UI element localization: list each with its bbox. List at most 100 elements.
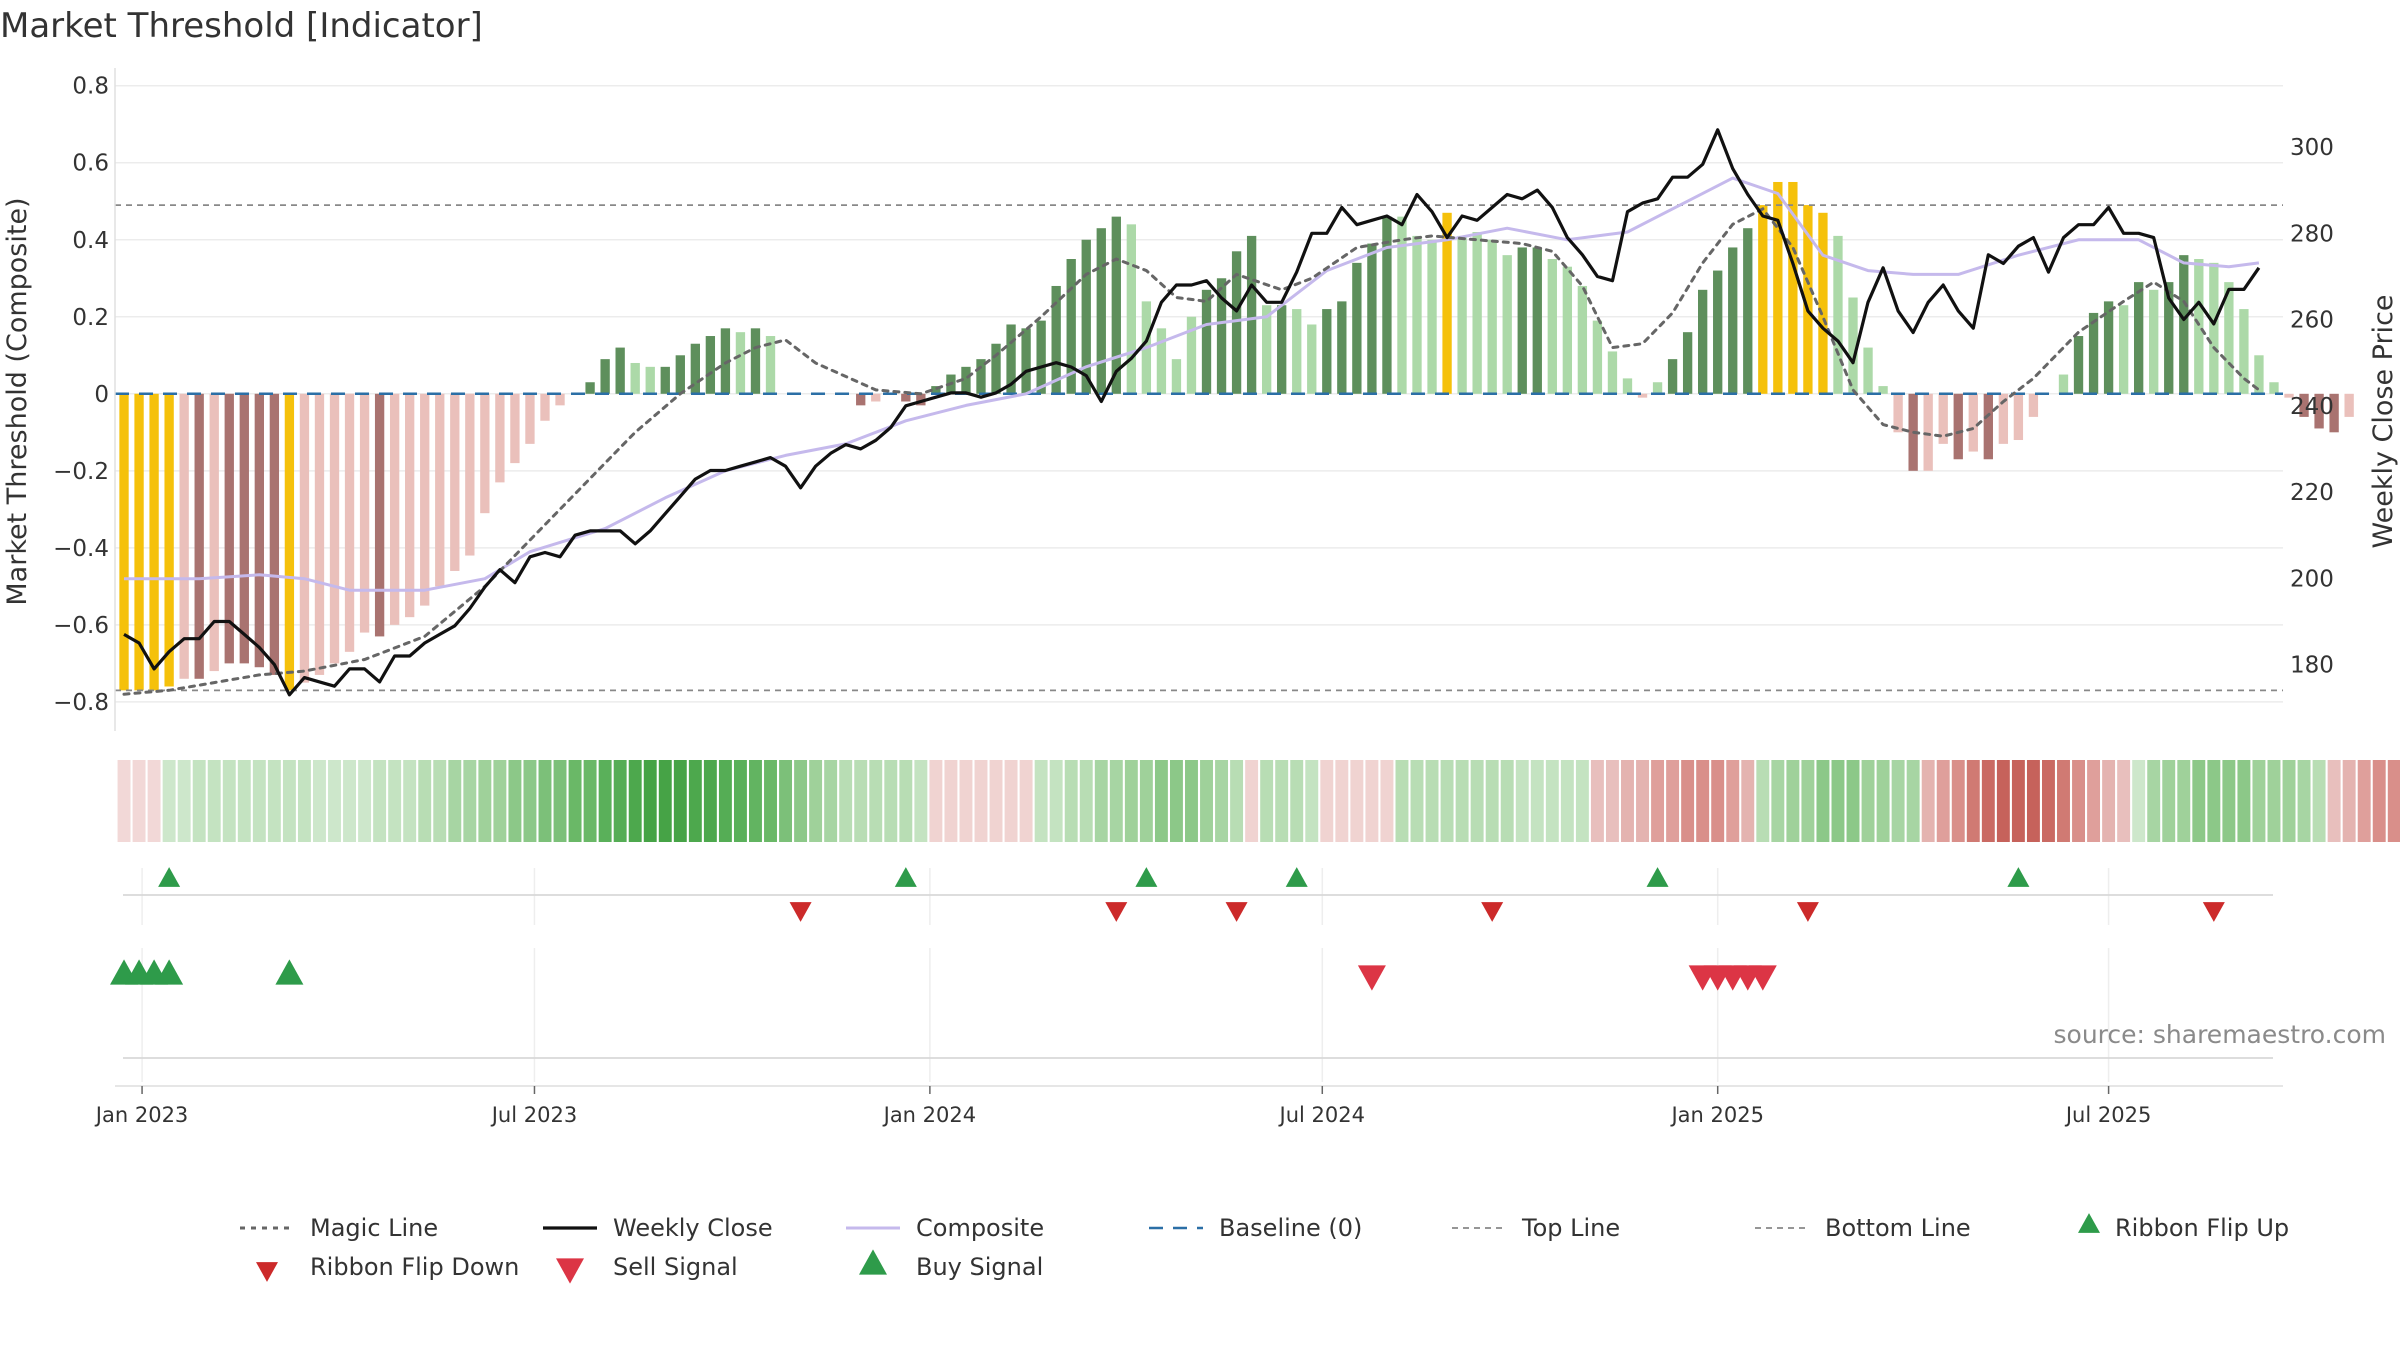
composite-bar [901, 393, 911, 402]
ribbon-cell [2072, 760, 2085, 842]
y-right-tick-label: 260 [2290, 308, 2334, 334]
legend: Magic Line Weekly Close Composite Baseline … [240, 1213, 2289, 1284]
ribbon-cell [373, 760, 387, 842]
composite-bar [1427, 239, 1437, 394]
composite-bar [1637, 393, 1648, 398]
ribbon-cell [1651, 760, 1665, 842]
legend-label: Bottom Line [1825, 1214, 1971, 1242]
composite-bar [615, 347, 625, 394]
ribbon-cell [252, 760, 266, 842]
composite-bar [1998, 393, 2009, 444]
ribbon-cell [177, 760, 191, 842]
ribbon-cell [1636, 760, 1649, 842]
composite-bar [1863, 347, 1873, 394]
composite-bar [224, 393, 234, 664]
composite-bar [1231, 251, 1242, 394]
composite-bar [435, 393, 445, 587]
sell-signal-marker [1748, 965, 1777, 991]
composite-bar [2118, 305, 2129, 394]
composite-bar [1442, 212, 1452, 394]
composite-bar [1246, 235, 1257, 394]
ribbon-cell [824, 760, 838, 842]
legend-swatch [556, 1258, 584, 1284]
composite-bar [179, 393, 189, 679]
y-left-tick-label: −0.6 [53, 613, 109, 639]
ribbon-cell [1455, 760, 1469, 842]
composite-bar [1788, 181, 1798, 394]
legend-label: Ribbon Flip Up [2115, 1214, 2289, 1242]
ribbon-cell [1981, 760, 1995, 842]
y-right-tick-label: 280 [2290, 221, 2334, 247]
composite-bar [344, 393, 355, 652]
composite-bar [1607, 351, 1618, 394]
composite-bar [1652, 382, 1663, 394]
ribbon-cell [643, 760, 657, 842]
ribbon-cell [1290, 760, 1304, 842]
ribbon-flip-up-marker [2007, 867, 2030, 887]
composite-bar [1367, 243, 1377, 394]
ribbon-cell [1500, 760, 1514, 842]
magic-line [122, 206, 2261, 696]
ribbon-cell [192, 760, 206, 842]
composite-bar [705, 336, 716, 394]
legend-item-bottom: Bottom Line [1755, 1214, 1971, 1242]
ribbon-cell [1771, 760, 1785, 842]
ribbon-cell [1185, 760, 1198, 842]
legend-item-composite: Composite [846, 1214, 1044, 1242]
composite-bar [1066, 259, 1076, 394]
composite-bar [1728, 247, 1738, 394]
composite-bar [1096, 228, 1106, 394]
composite-bar [284, 393, 295, 691]
composite-bar [389, 393, 400, 625]
y-left-tick-label: −0.8 [53, 690, 109, 716]
x-tick-label: Jan 2024 [882, 1103, 977, 1127]
composite-bar [420, 393, 430, 606]
composite-bar [555, 393, 565, 406]
ribbon-cell [267, 760, 281, 842]
composite-bars [119, 181, 2354, 691]
ribbon-cell [328, 760, 341, 842]
composite-bar [1547, 259, 1557, 394]
composite-bar [164, 393, 174, 687]
composite-bar [465, 393, 475, 556]
legend-item-close: Weekly Close [543, 1214, 773, 1242]
ribbon-flip-down-marker [2202, 902, 2225, 922]
composite-bar [2088, 312, 2099, 394]
buy-signal-marker [275, 959, 304, 985]
composite-bar [2164, 282, 2174, 394]
composite-bar [2314, 393, 2324, 429]
composite-bar [1698, 289, 1708, 394]
composite-bar [1923, 393, 1933, 471]
ribbon-cell [1380, 760, 1394, 842]
composite-bar [1938, 393, 1948, 444]
composite-bar [1201, 289, 1212, 394]
composite-bar [1517, 247, 1527, 394]
ribbon-cell [914, 760, 928, 842]
ribbon-cell [2147, 760, 2161, 842]
ribbon-cell [162, 760, 176, 842]
axes: 0.8 0.6 0.4 0.2 0 −0.2 −0.4 −0.6 −0.8 300 280 260 24… [2, 68, 2399, 731]
composite-bar [1457, 235, 1467, 394]
ribbon-cell [237, 760, 251, 842]
composite-bar [1337, 301, 1347, 394]
ribbon-cell [523, 760, 537, 842]
composite-bar [2224, 282, 2234, 394]
legend-item-buy: Buy Signal [859, 1249, 1043, 1281]
ribbon-cell [1425, 760, 1439, 842]
ribbon-cell [1320, 760, 1334, 842]
composite-bar [585, 382, 595, 394]
ribbon-cell [2357, 760, 2371, 842]
ribbon-cell [493, 760, 507, 842]
composite-bar [1803, 205, 1813, 394]
ribbon-cell [1245, 760, 1259, 842]
y-left-tick-label: 0.2 [72, 305, 109, 331]
ribbon-cell [1064, 760, 1078, 842]
legend-label: Magic Line [310, 1214, 438, 1242]
ribbon-cell [1485, 760, 1499, 842]
ribbon-cell [1365, 760, 1379, 842]
composite-bar [2134, 282, 2144, 394]
ribbon-cell [2057, 760, 2070, 842]
composite-bar [2239, 309, 2249, 394]
